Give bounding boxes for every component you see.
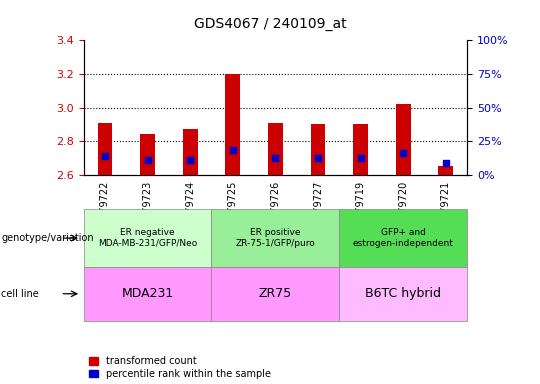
Text: ER negative
MDA-MB-231/GFP/Neo: ER negative MDA-MB-231/GFP/Neo — [98, 228, 197, 248]
Bar — [183, 129, 198, 175]
Text: GDS4067 / 240109_at: GDS4067 / 240109_at — [194, 17, 346, 31]
Text: MDA231: MDA231 — [122, 287, 174, 300]
Bar — [438, 166, 453, 175]
Point — [143, 157, 152, 163]
Point — [271, 155, 280, 161]
Point — [399, 150, 408, 156]
Text: ER positive
ZR-75-1/GFP/puro: ER positive ZR-75-1/GFP/puro — [235, 228, 315, 248]
Bar — [310, 124, 326, 175]
Bar — [98, 122, 112, 175]
Text: B6TC hybrid: B6TC hybrid — [365, 287, 441, 300]
Point — [442, 160, 450, 166]
Bar — [268, 122, 283, 175]
Bar — [353, 124, 368, 175]
Text: genotype/variation: genotype/variation — [1, 233, 94, 243]
Text: GFP+ and
estrogen-independent: GFP+ and estrogen-independent — [353, 228, 454, 248]
Point — [100, 153, 109, 159]
Bar — [396, 104, 410, 175]
Point — [356, 155, 365, 161]
Point — [228, 146, 237, 152]
Point — [186, 157, 194, 163]
Legend: transformed count, percentile rank within the sample: transformed count, percentile rank withi… — [89, 356, 271, 379]
Text: ZR75: ZR75 — [259, 287, 292, 300]
Text: cell line: cell line — [1, 289, 39, 299]
Point — [314, 155, 322, 161]
Bar — [140, 134, 155, 175]
Bar — [225, 74, 240, 175]
